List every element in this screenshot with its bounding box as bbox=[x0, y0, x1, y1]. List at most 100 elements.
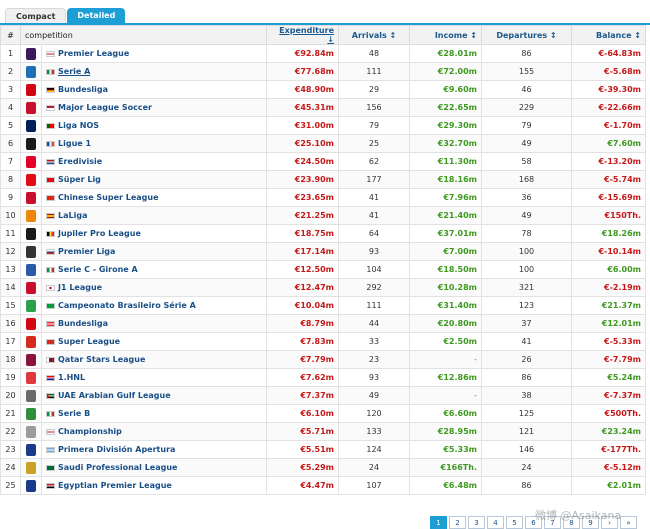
income-cell: - bbox=[409, 350, 482, 369]
competition-link[interactable]: Championship bbox=[58, 427, 122, 436]
balance-cell: €18.26m bbox=[571, 224, 646, 243]
departures-cell: 79 bbox=[481, 116, 572, 135]
competition-link[interactable]: Qatar Stars League bbox=[58, 355, 146, 364]
country-flag-icon bbox=[46, 428, 55, 435]
page-button[interactable]: 3 bbox=[468, 516, 485, 529]
expenditure-cell: €5.71m bbox=[266, 422, 339, 441]
competition-link[interactable]: Serie B bbox=[58, 409, 91, 418]
balance-cell: €6.00m bbox=[571, 260, 646, 279]
competition-cell: Major League Soccer bbox=[41, 98, 267, 117]
league-logo bbox=[20, 116, 42, 135]
league-logo-icon bbox=[26, 425, 36, 438]
income-cell: €5.33m bbox=[409, 440, 482, 459]
header-expenditure[interactable]: Expenditure ↓ bbox=[266, 25, 339, 45]
competition-cell: Saudi Professional League bbox=[41, 458, 267, 477]
competition-link[interactable]: Egyptian Premier League bbox=[58, 481, 172, 490]
competition-link[interactable]: Ligue 1 bbox=[58, 139, 92, 148]
table-row: 20 UAE Arabian Gulf League €7.37m 49-38 €-7.… bbox=[0, 386, 646, 405]
arrivals-cell: 104 bbox=[338, 260, 410, 279]
competition-link[interactable]: Major League Soccer bbox=[58, 103, 152, 112]
competition-cell: Egyptian Premier League bbox=[41, 476, 267, 495]
competition-cell: Süper Lig bbox=[41, 170, 267, 189]
income-cell: €28.01m bbox=[409, 44, 482, 63]
expenditure-cell: €18.75m bbox=[266, 224, 339, 243]
table-row: 16 Bundesliga €8.79m 44 €20.80m 37 €12.01m bbox=[0, 314, 646, 333]
competition-link[interactable]: Jupiler Pro League bbox=[58, 229, 141, 238]
rank-cell: 7 bbox=[0, 152, 21, 171]
arrivals-cell: 292 bbox=[338, 278, 410, 297]
competition-link[interactable]: UAE Arabian Gulf League bbox=[58, 391, 171, 400]
header-arrivals[interactable]: Arrivals ↕ bbox=[338, 25, 410, 45]
country-flag-icon bbox=[46, 194, 55, 201]
page-button[interactable]: 2 bbox=[449, 516, 466, 529]
league-logo-icon bbox=[26, 191, 36, 204]
income-cell: €11.30m bbox=[409, 152, 482, 171]
competition-link[interactable]: Serie C - Girone A bbox=[58, 265, 138, 274]
country-flag-icon bbox=[46, 302, 55, 309]
competition-link[interactable]: Süper Lig bbox=[58, 175, 101, 184]
competition-link[interactable]: Primera División Apertura bbox=[58, 445, 176, 454]
header-income[interactable]: Income ↕ bbox=[409, 25, 482, 45]
header-rank: # bbox=[0, 25, 21, 45]
expenditure-cell: €5.51m bbox=[266, 440, 339, 459]
competition-link[interactable]: Super League bbox=[58, 337, 121, 346]
header-departures[interactable]: Departures ↕ bbox=[481, 25, 572, 45]
income-cell: €28.95m bbox=[409, 422, 482, 441]
tab-compact[interactable]: Compact bbox=[5, 8, 67, 23]
league-logo bbox=[20, 404, 42, 423]
league-logo bbox=[20, 242, 42, 261]
rank-cell: 16 bbox=[0, 314, 21, 333]
header-balance[interactable]: Balance ↕ bbox=[571, 25, 646, 45]
competition-cell: Jupiler Pro League bbox=[41, 224, 267, 243]
table-row: 5 Liga NOS €31.00m 79 €29.30m 79 €-1.70m bbox=[0, 116, 646, 135]
league-logo-icon bbox=[26, 119, 36, 132]
competition-link[interactable]: Premier Liga bbox=[58, 247, 116, 256]
competition-link[interactable]: J1 League bbox=[58, 283, 103, 292]
page-button[interactable]: 4 bbox=[487, 516, 504, 529]
competition-link[interactable]: Chinese Super League bbox=[58, 193, 159, 202]
page-button[interactable]: 5 bbox=[506, 516, 523, 529]
league-logo bbox=[20, 188, 42, 207]
arrivals-cell: 33 bbox=[338, 332, 410, 351]
competition-link[interactable]: Premier League bbox=[58, 49, 130, 58]
expenditure-cell: €23.90m bbox=[266, 170, 339, 189]
competition-link[interactable]: Serie A bbox=[58, 67, 91, 76]
page-button[interactable]: » bbox=[620, 516, 637, 529]
league-logo-icon bbox=[26, 155, 36, 168]
league-logo-icon bbox=[26, 137, 36, 150]
expenditure-cell: €5.29m bbox=[266, 458, 339, 477]
income-cell: €31.40m bbox=[409, 296, 482, 315]
arrivals-cell: 25 bbox=[338, 134, 410, 153]
country-flag-icon bbox=[46, 374, 55, 381]
competition-cell: Serie C - Girone A bbox=[41, 260, 267, 279]
competition-link[interactable]: Campeonato Brasileiro Série A bbox=[58, 301, 196, 310]
rank-cell: 17 bbox=[0, 332, 21, 351]
country-flag-icon bbox=[46, 212, 55, 219]
competition-link[interactable]: Eredivisie bbox=[58, 157, 103, 166]
competition-link[interactable]: Saudi Professional League bbox=[58, 463, 178, 472]
balance-cell: €12.01m bbox=[571, 314, 646, 333]
departures-cell: 86 bbox=[481, 44, 572, 63]
competition-link[interactable]: Bundesliga bbox=[58, 85, 109, 94]
departures-cell: 121 bbox=[481, 422, 572, 441]
page-button[interactable]: 1 bbox=[430, 516, 447, 529]
competition-cell: Liga NOS bbox=[41, 116, 267, 135]
balance-cell: €-177Th. bbox=[571, 440, 646, 459]
departures-cell: 100 bbox=[481, 242, 572, 261]
table-row: 11 Jupiler Pro League €18.75m 64 €37.01m 78 €1… bbox=[0, 224, 646, 243]
table-row: 19 1.HNL €7.62m 93 €12.86m 86 €5.24m bbox=[0, 368, 646, 387]
tab-detailed[interactable]: Detailed bbox=[67, 8, 126, 23]
table-row: 17 Super League €7.83m 33 €2.50m 41 €-5.33m bbox=[0, 332, 646, 351]
competition-link[interactable]: 1.HNL bbox=[58, 373, 86, 382]
competition-link[interactable]: Liga NOS bbox=[58, 121, 100, 130]
competitions-table: # competition Expenditure ↓ Arrivals ↕ I… bbox=[0, 25, 646, 495]
competition-link[interactable]: LaLiga bbox=[58, 211, 88, 220]
arrivals-cell: 29 bbox=[338, 80, 410, 99]
income-cell: €37.01m bbox=[409, 224, 482, 243]
competition-cell: 1.HNL bbox=[41, 368, 267, 387]
league-logo bbox=[20, 44, 42, 63]
country-flag-icon bbox=[46, 356, 55, 363]
competition-link[interactable]: Bundesliga bbox=[58, 319, 109, 328]
arrivals-cell: 41 bbox=[338, 188, 410, 207]
league-logo bbox=[20, 170, 42, 189]
